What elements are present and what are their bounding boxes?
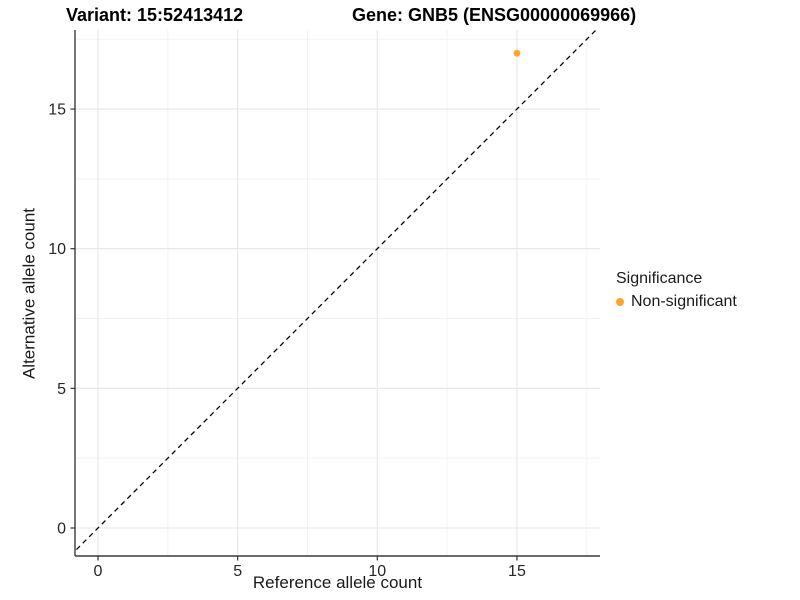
y-tick-label: 5: [57, 381, 66, 398]
plot-title-variant: Variant: 15:52413412: [66, 5, 244, 25]
legend-item-non-significant: Non-significant: [616, 293, 737, 311]
y-tick-label: 0: [57, 521, 66, 538]
legend: Significance Non-significant: [616, 270, 737, 311]
y-tick-label: 10: [48, 241, 66, 258]
x-tick-label: 15: [508, 563, 526, 580]
y-tick-label: 15: [48, 102, 66, 119]
x-tick-label: 0: [94, 563, 103, 580]
x-axis-title: Reference allele count: [252, 573, 423, 592]
x-tick-label: 10: [368, 563, 386, 580]
y-axis-title: Alternative allele count: [19, 207, 39, 380]
identity-line: [75, 30, 597, 552]
data-point: [513, 49, 521, 57]
legend-item-label: Non-significant: [631, 293, 737, 310]
legend-title: Significance: [616, 270, 703, 287]
x-tick-label: 5: [233, 563, 242, 580]
plot-title-gene: Gene: GNB5 (ENSG00000069966): [352, 5, 637, 25]
legend-point-icon: [616, 298, 624, 306]
